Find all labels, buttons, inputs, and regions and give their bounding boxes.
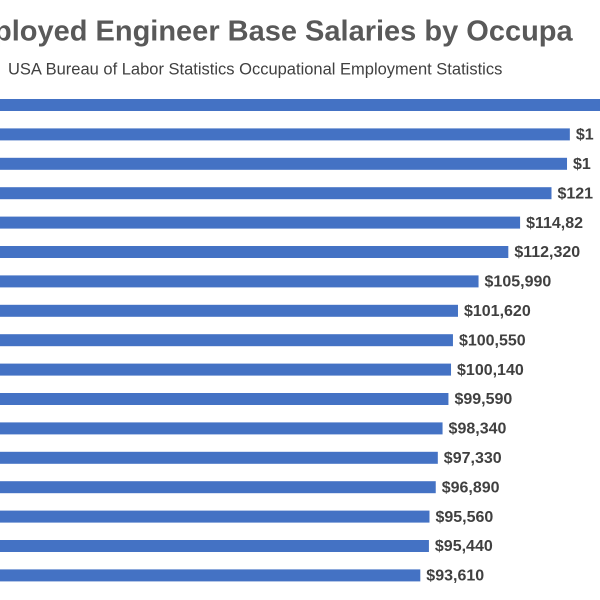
value-label: $121	[557, 185, 593, 202]
bar	[0, 99, 600, 111]
value-label: $99,590	[454, 391, 512, 408]
bar	[0, 393, 449, 405]
bar	[0, 187, 552, 200]
value-label: $98,340	[449, 421, 507, 438]
value-label: $101,620	[464, 303, 531, 320]
bar	[0, 510, 430, 523]
value-label: $97,330	[444, 450, 502, 467]
bar	[0, 422, 443, 435]
value-label: $96,890	[442, 479, 500, 496]
chart-title: ployed Engineer Base Salaries by Occupa	[0, 16, 573, 48]
bar	[0, 363, 452, 376]
value-label: $1	[576, 127, 594, 144]
value-label: $112,320	[514, 244, 580, 261]
value-label: $93,610	[426, 568, 484, 585]
bar	[0, 275, 479, 288]
bar	[0, 157, 568, 170]
value-label: $114,82	[526, 215, 583, 232]
chart-subtitle: USA Bureau of Labor Statistics Occupatio…	[8, 60, 502, 78]
bar	[0, 569, 421, 582]
bar	[0, 334, 453, 347]
bar	[0, 246, 509, 258]
value-label: $105,990	[485, 274, 552, 291]
value-label: $100,140	[457, 362, 524, 379]
value-label: $100,550	[459, 332, 526, 349]
value-label: $1	[573, 156, 591, 173]
bar	[0, 540, 429, 552]
bar	[0, 481, 436, 494]
value-label: $95,560	[435, 509, 493, 526]
bar	[0, 216, 521, 229]
value-label: $95,440	[435, 538, 493, 555]
bar	[0, 128, 570, 141]
bar	[0, 451, 438, 464]
bar	[0, 304, 458, 317]
